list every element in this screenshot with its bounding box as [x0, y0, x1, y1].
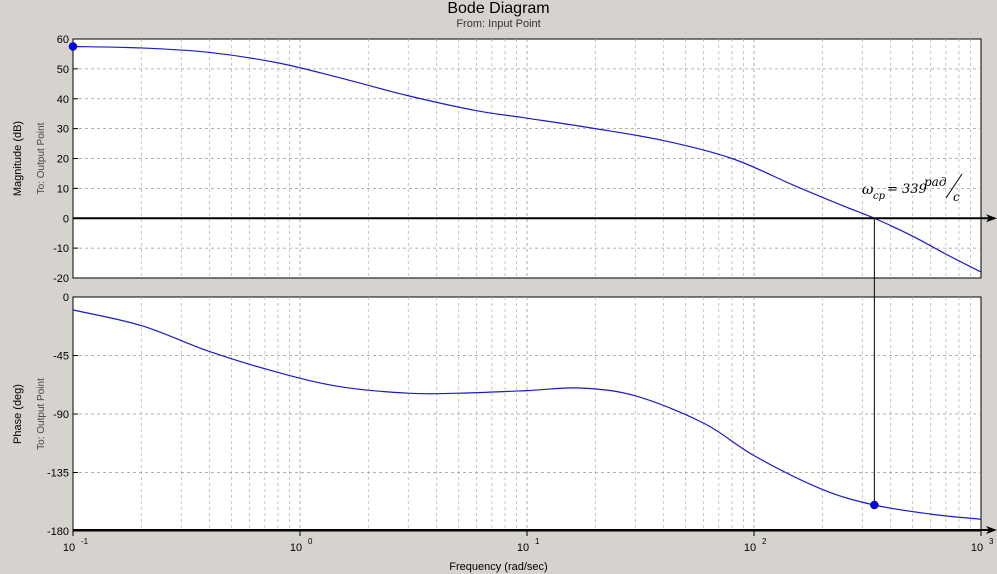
x-tick-label: 10: [517, 542, 529, 554]
magnitude-panel: 60 50 40 30 20 10 0 -10 -20 Magnitude (dB) To: Out…: [12, 34, 997, 285]
phase-ytick-label: -45: [53, 351, 69, 363]
magnitude-series-line: [72, 45, 982, 273]
phase-ytick-label: 0: [63, 292, 69, 304]
phase-crossover-marker: [870, 500, 879, 510]
x-tick-label: 10: [290, 542, 302, 554]
annotation-equation-value: = 339: [887, 182, 927, 197]
magnitude-ytick-label: 40: [57, 94, 69, 106]
magnitude-ytick-label: 50: [57, 64, 69, 76]
x-tick-exponent: 0: [308, 537, 313, 546]
annotation-omega-subscript: ср: [873, 191, 886, 202]
magnitude-ytick-label: 30: [57, 124, 69, 136]
x-axis-label: Frequency (rad/sec): [449, 561, 548, 573]
magnitude-ytick-label: 60: [57, 34, 69, 46]
annotation-omega: ω: [862, 182, 874, 198]
phase-y-axis-label: Phase (deg): [12, 384, 24, 444]
x-tick-label: 10: [63, 542, 75, 554]
phase-series-line: [72, 309, 982, 520]
chart-subtitle: From: Input Point: [456, 18, 541, 30]
annotation-unit-denominator: с: [953, 190, 960, 204]
magnitude-ytick-label: 10: [57, 183, 69, 195]
phase-ytick-label: -135: [47, 468, 69, 480]
magnitude-start-marker: [68, 42, 78, 51]
phase-panel: 0 -45 -90 -135 -180 Phase (deg) To: Output Poi…: [12, 292, 997, 538]
phase-ytick-label: -90: [53, 409, 69, 421]
phase-axis-arrow: [986, 526, 997, 534]
annotation-unit-numerator: рад: [924, 175, 947, 189]
annotation-unit-slash: [945, 173, 963, 199]
magnitude-ytick-label: -10: [53, 243, 69, 255]
x-tick-exponent: 2: [762, 537, 767, 546]
magnitude-ytick-label: 0: [63, 213, 69, 225]
magnitude-ytick-label: 20: [57, 154, 69, 166]
magnitude-plot-area: [72, 38, 982, 279]
x-tick-exponent: 3: [989, 537, 994, 546]
magnitude-y-axis-label: Magnitude (dB): [12, 121, 24, 196]
phase-ytick-label: -180: [47, 526, 69, 538]
x-tick-exponent: -1: [81, 537, 89, 546]
x-tick-exponent: 1: [535, 537, 540, 546]
x-tick-label: 10: [744, 542, 756, 554]
magnitude-axis-arrow: [986, 214, 997, 223]
x-tick-label: 10: [971, 542, 983, 554]
phase-y-axis-sublabel: To: Output Point: [36, 378, 47, 450]
magnitude-ytick-label: -20: [53, 273, 69, 285]
magnitude-y-axis-sublabel: To: Output Point: [36, 122, 47, 194]
chart-title: Bode Diagram: [447, 0, 550, 17]
